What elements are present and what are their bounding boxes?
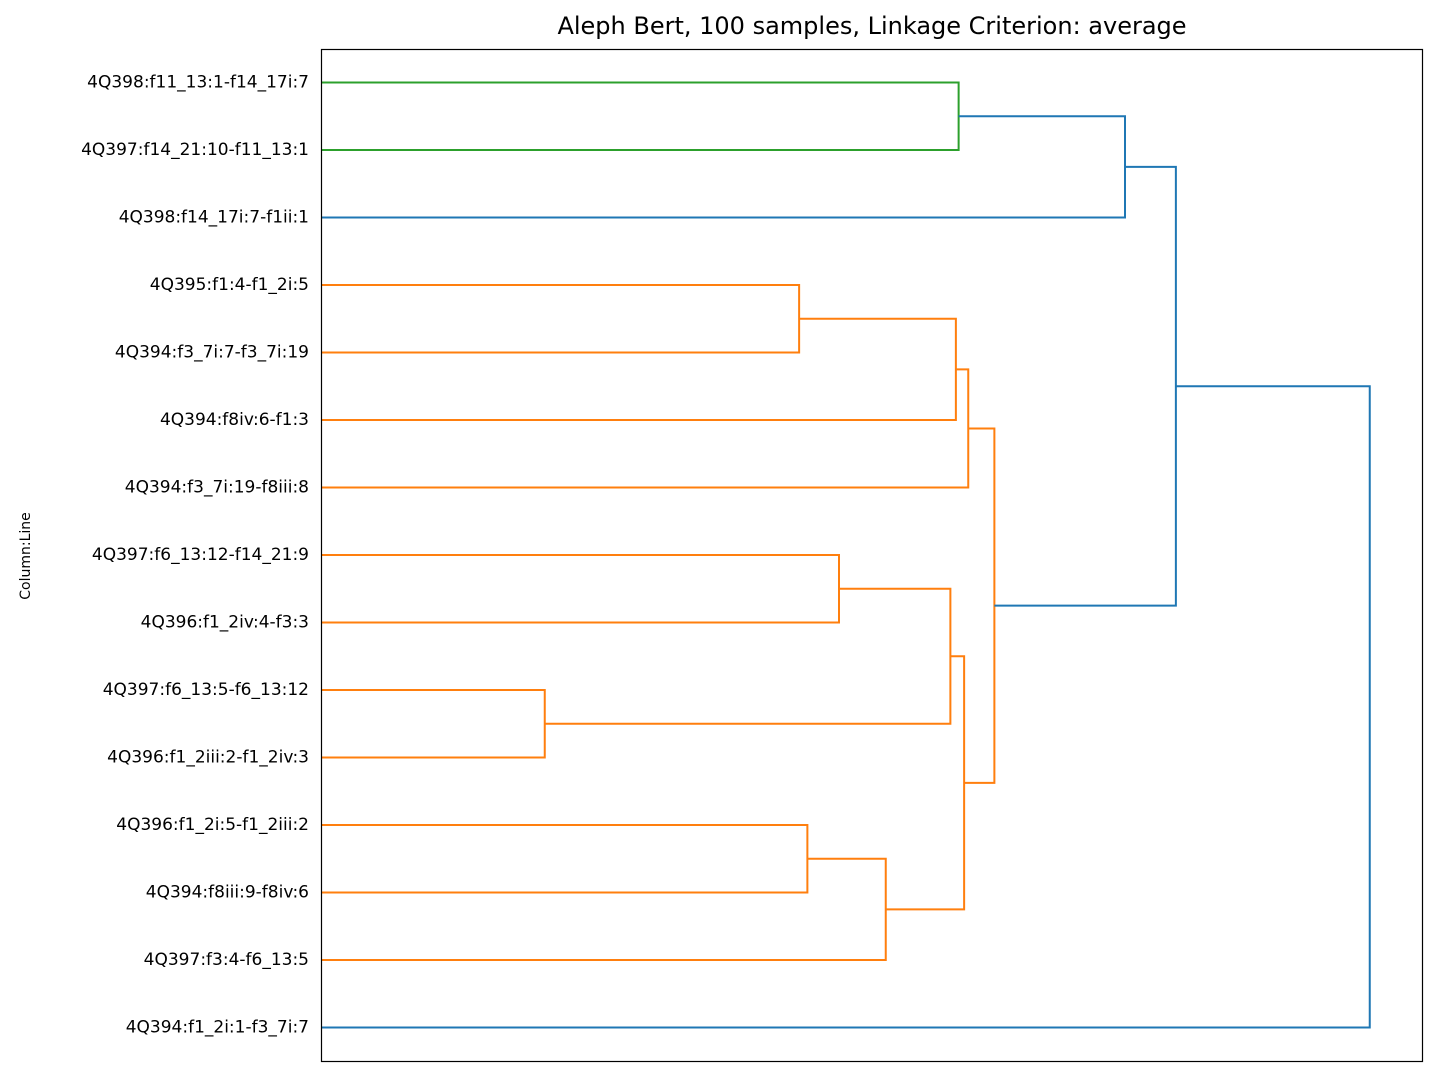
leaf-label: 4Q398:f11_13:1-f14_17i:7 xyxy=(87,73,309,93)
dendrogram-link-n5 xyxy=(322,857,887,961)
leaf-label: 4Q397:f6_13:5-f6_13:12 xyxy=(103,680,309,700)
leaf-label: 4Q394:f3_7i:7-f3_7i:19 xyxy=(115,343,309,363)
leaf-labels: 4Q398:f11_13:1-f14_17i:7 4Q397:f14_21:10-… xyxy=(81,73,309,1038)
dendrogram-link-n6 xyxy=(544,587,952,725)
dendrogram-link-n1 xyxy=(322,689,546,759)
leaf-label: 4Q396:f1_2iii:2-f1_2iv:3 xyxy=(107,748,309,768)
dendrogram-link-n12 xyxy=(322,115,1126,219)
dendrogram-link-n7 xyxy=(322,317,957,421)
leaf-label: 4Q397:f14_21:10-f11_13:1 xyxy=(81,140,309,160)
chart-title: Aleph Bert, 100 samples, Linkage Criteri… xyxy=(557,12,1187,40)
leaf-label: 4Q394:f1_2i:1-f3_7i:7 xyxy=(126,1018,309,1038)
dendrogram-link-n10 xyxy=(322,368,970,489)
dendrogram-link-n2 xyxy=(322,284,801,354)
leaf-label: 4Q397:f6_13:12-f14_21:9 xyxy=(92,545,309,565)
dendrogram-link-n4 xyxy=(322,554,840,624)
leaf-label: 4Q394:f8iii:9-f8iv:6 xyxy=(146,883,309,903)
leaf-label: 4Q397:f3:4-f6_13:5 xyxy=(144,950,309,970)
dendrogram-link-n8 xyxy=(322,81,960,151)
leaf-label: 4Q394:f3_7i:19-f8iii:8 xyxy=(125,478,309,498)
leaf-label: 4Q396:f1_2i:5-f1_2iii:2 xyxy=(116,815,309,835)
leaf-label: 4Q398:f14_17i:7-f1ii:1 xyxy=(119,208,309,228)
dendrogram-link-n9 xyxy=(885,655,966,911)
leaf-label: 4Q394:f8iv:6-f1:3 xyxy=(160,410,309,430)
plot-frame xyxy=(320,48,1424,1063)
leaf-label: 4Q395:f1:4-f1_2i:5 xyxy=(150,275,309,295)
dendrogram-links xyxy=(322,81,1371,1029)
dendrogram-link-n13 xyxy=(994,165,1177,607)
leaf-label: 4Q396:f1_2iv:4-f3:3 xyxy=(141,613,309,633)
dendrogram-link-n3 xyxy=(322,824,809,894)
dendrogram-link-n14 xyxy=(322,385,1371,1029)
